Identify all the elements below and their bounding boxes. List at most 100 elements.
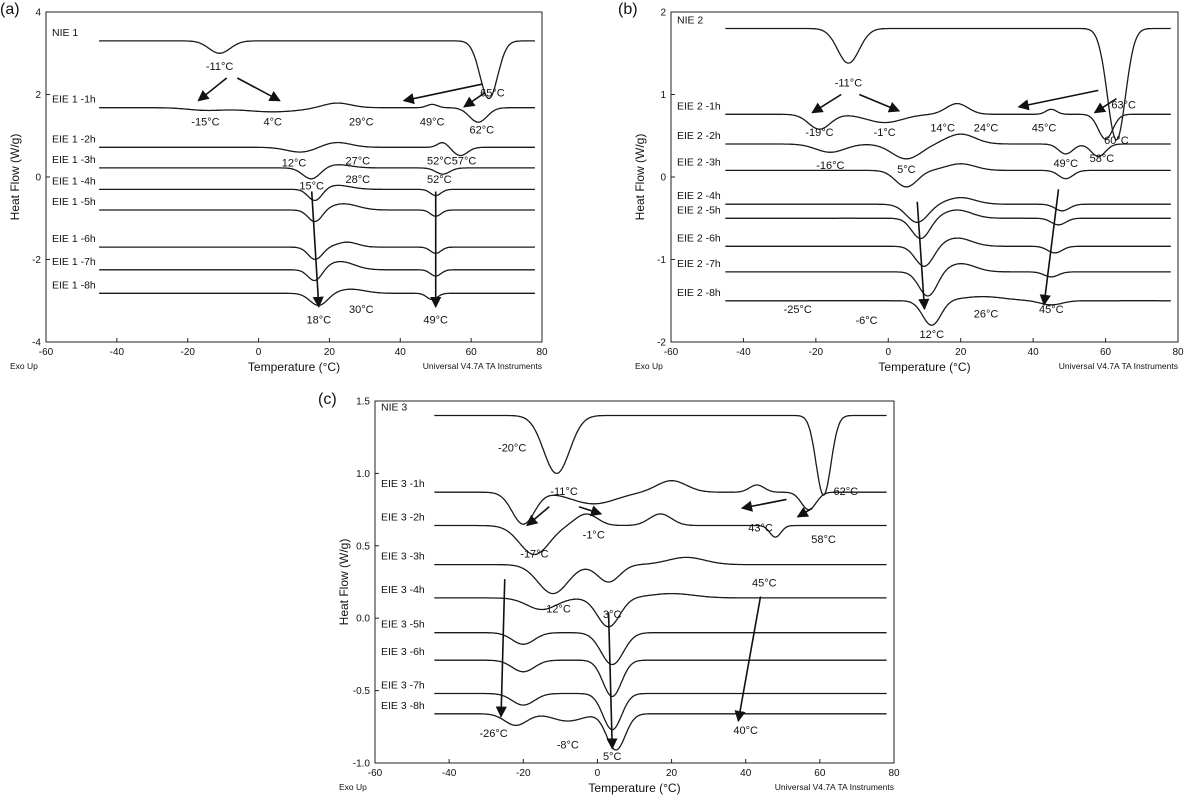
temperature-annotation: 3°C <box>603 609 622 621</box>
x-tick-label: 20 <box>324 347 336 358</box>
arrow <box>310 191 324 309</box>
series-label: EIE 1 -3h <box>52 154 96 166</box>
y-tick-label: 0 <box>660 173 666 184</box>
x-tick-label: 40 <box>395 347 407 358</box>
series-label: EIE 1 -5h <box>52 196 96 208</box>
y-tick-label: 2 <box>660 8 666 19</box>
series-label: EIE 2 -3h <box>677 156 721 168</box>
series-line-5 <box>725 196 1171 223</box>
y-tick-label: 0.5 <box>356 541 370 552</box>
series-line-9 <box>99 288 535 307</box>
series-label: EIE 3 -2h <box>381 512 425 524</box>
y-tick-label: -2 <box>657 338 666 349</box>
x-tick-label: 80 <box>1172 347 1184 358</box>
series-label: EIE 1 -4h <box>52 175 96 187</box>
series-line-8 <box>434 692 887 731</box>
series-line-3 <box>725 133 1171 160</box>
temperature-annotation: -26°C <box>480 728 508 740</box>
panel-label: (c) <box>318 391 337 408</box>
arrow <box>463 91 486 108</box>
footer-exo-up: Exo Up <box>339 782 367 792</box>
series-line-7 <box>725 237 1171 267</box>
arrow <box>734 596 762 723</box>
temperature-annotation: 52°C <box>427 156 452 168</box>
temperature-annotation: 43°C <box>748 522 773 534</box>
series-line-2 <box>99 102 535 123</box>
series-label: EIE 2 -5h <box>677 204 721 216</box>
chart-panel-2: (b) -60 -40 -20 0 20 40 60 80 -2 -1 0 1 2 Temperature … <box>618 1 1184 374</box>
series-line-6 <box>434 632 887 666</box>
temperature-annotation: -1°C <box>583 530 605 542</box>
temperature-annotation: 65°C <box>480 88 505 100</box>
y-tick-label: 0 <box>35 173 41 184</box>
temperature-annotation: 24°C <box>974 123 999 135</box>
series-label: EIE 2 -1h <box>677 100 721 112</box>
series-label: EIE 1 -6h <box>52 233 96 245</box>
x-tick-label: -20 <box>180 347 195 358</box>
x-tick-label: -60 <box>368 768 383 779</box>
temperature-annotation: -17°C <box>520 548 548 560</box>
temperature-annotation: -11°C <box>206 61 233 73</box>
temperature-annotation: -25°C <box>784 304 812 316</box>
series-line-4 <box>99 164 535 180</box>
series-label: EIE 2 -4h <box>677 190 721 202</box>
x-tick-label: 40 <box>740 768 752 779</box>
y-tick-label: -0.5 <box>353 686 371 697</box>
series-line-2 <box>434 480 887 525</box>
series-label: EIE 2 -8h <box>677 287 721 299</box>
temperature-annotation: 45°C <box>752 577 777 589</box>
x-axis-label: Temperature (°C) <box>248 360 340 374</box>
x-tick-label: -20 <box>516 768 531 779</box>
series-label: EIE 2 -2h <box>677 130 721 142</box>
arrow <box>578 505 603 517</box>
y-tick-label: -1 <box>657 255 666 266</box>
series-label: EIE 3 -3h <box>381 551 425 563</box>
temperature-annotation: -15°C <box>191 116 219 128</box>
series-line-9 <box>725 295 1171 326</box>
series-label: EIE 1 -8h <box>52 279 96 291</box>
series-label: EIE 3 -1h <box>381 478 425 490</box>
series-label: NIE 3 <box>381 401 407 413</box>
y-axis-label: Heat Flow (W/g) <box>337 539 351 626</box>
y-tick-label: 1 <box>660 90 666 101</box>
arrow <box>916 201 930 311</box>
temperature-annotation: 45°C <box>1032 123 1057 135</box>
temperature-annotation: 4°C <box>264 116 283 128</box>
temperature-annotation: -11°C <box>835 77 862 89</box>
series-label: EIE 1 -1h <box>52 94 96 106</box>
arrow <box>1039 189 1060 306</box>
series-label: NIE 1 <box>52 27 78 39</box>
arrow <box>402 83 482 105</box>
footer-exo-up: Exo Up <box>10 361 38 371</box>
arrow <box>526 506 550 527</box>
y-axis-label: Heat Flow (W/g) <box>633 134 647 221</box>
x-tick-label: -20 <box>809 347 824 358</box>
temperature-annotation: 5°C <box>603 751 622 763</box>
x-tick-label: -60 <box>39 347 54 358</box>
x-tick-label: -40 <box>736 347 751 358</box>
series-label: EIE 3 -7h <box>381 679 425 691</box>
series-label: EIE 3 -4h <box>381 584 425 596</box>
footer-instrument: Universal V4.7A TA Instruments <box>775 782 894 792</box>
series-label: EIE 2 -7h <box>677 258 721 270</box>
series-line-3 <box>434 513 887 556</box>
temperature-annotation: -6°C <box>855 315 877 327</box>
temperature-annotation: 58°C <box>811 534 836 546</box>
series-line-4 <box>725 163 1171 188</box>
y-tick-label: 1.5 <box>356 397 370 408</box>
temperature-annotation: 57°C <box>452 156 477 168</box>
x-tick-label: 0 <box>886 347 892 358</box>
x-axis-label: Temperature (°C) <box>588 781 680 795</box>
temperature-annotation: 12°C <box>919 329 944 341</box>
x-tick-label: 60 <box>1100 347 1112 358</box>
arrow <box>859 93 901 113</box>
plot-frame <box>374 400 895 764</box>
series-label: NIE 2 <box>677 15 703 27</box>
temperature-annotation: 40°C <box>733 725 758 737</box>
temperature-annotation: 45°C <box>1039 304 1064 316</box>
temperature-annotation: -16°C <box>816 160 844 172</box>
chart-panel-1: (a)-60 -40 -20 0 20 40 60 80-4-2024Temperature … <box>0 1 548 374</box>
series-line-7 <box>99 241 535 261</box>
temperature-annotation: 14°C <box>930 123 955 135</box>
